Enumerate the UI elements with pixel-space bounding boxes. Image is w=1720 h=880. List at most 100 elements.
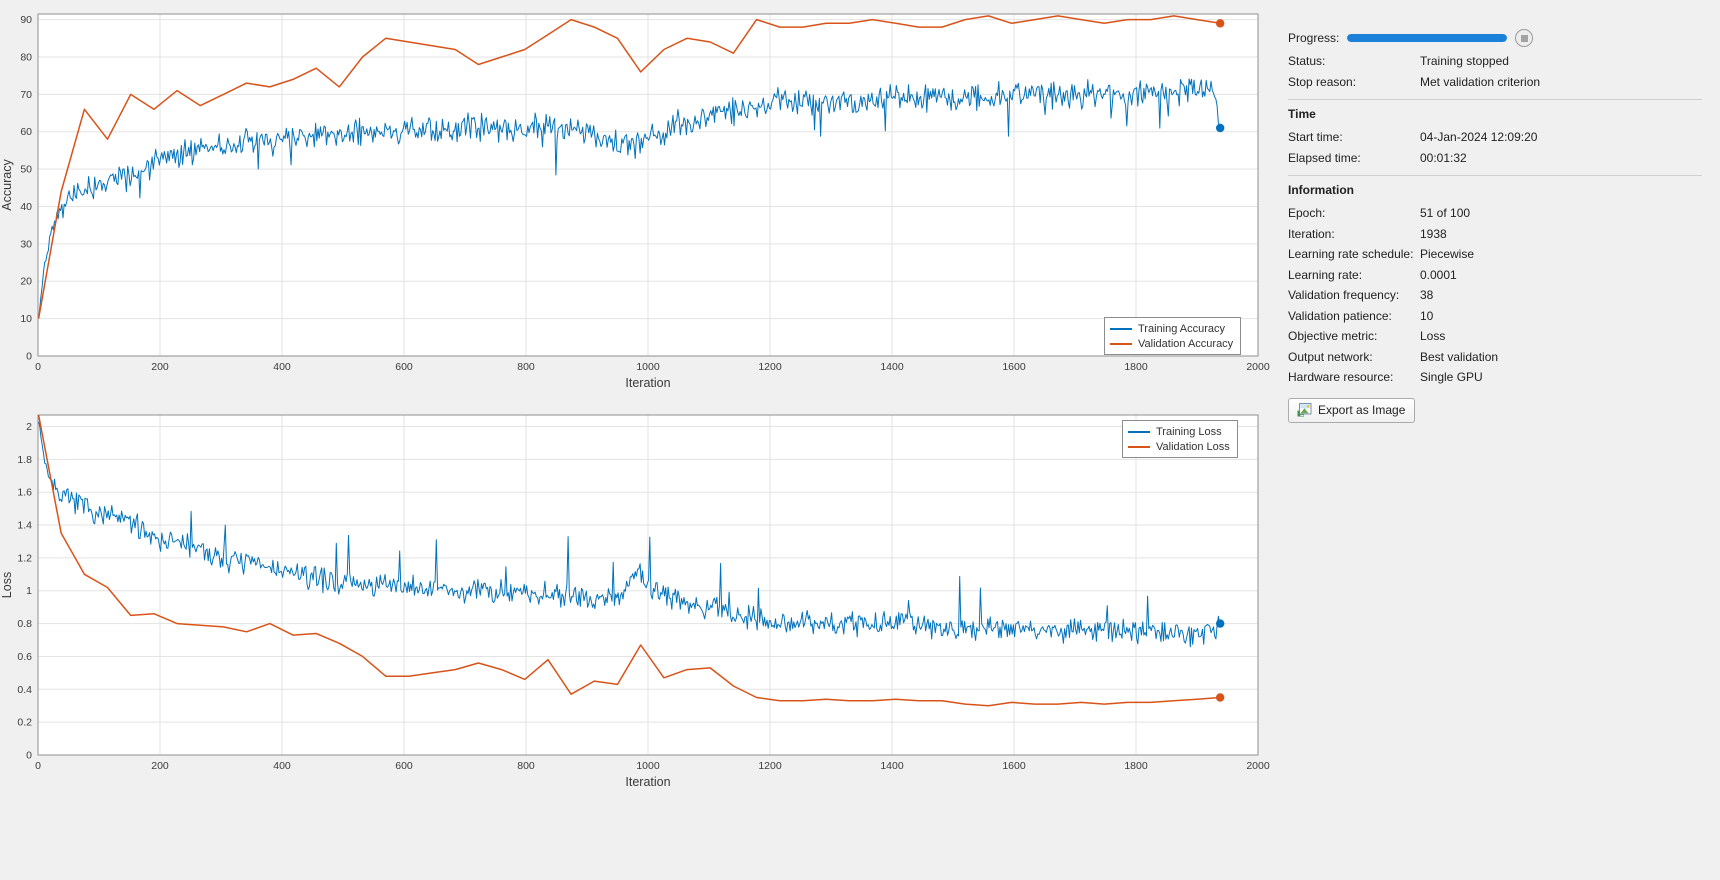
x-tick-label: 600: [395, 760, 413, 772]
x-tick-label: 200: [151, 361, 169, 373]
info-value: 38: [1420, 288, 1434, 303]
y-tick-label: 0.4: [17, 684, 32, 696]
legend-line-sample: [1110, 342, 1132, 345]
time-value: 00:01:32: [1420, 150, 1467, 165]
y-tick-label: 10: [20, 313, 32, 325]
time-label: Start time:: [1288, 130, 1343, 145]
info-value: 51 of 100: [1420, 206, 1471, 221]
export-as-image-button[interactable]: Export as Image: [1288, 397, 1416, 423]
training-accuracy-final-marker: [1215, 123, 1225, 133]
time-row: Elapsed time: 00:01:32: [1288, 148, 1702, 169]
legend-entry-training-loss: Training Loss: [1128, 424, 1230, 439]
loss-legend: Training Loss Validation Loss: [1122, 420, 1238, 458]
info-value: Best validation: [1420, 349, 1499, 364]
x-axis-label: Iteration: [625, 775, 670, 789]
y-tick-label: 0: [26, 351, 32, 363]
validation-loss-final-marker: [1215, 693, 1225, 702]
info-row: Learning rate schedule: Piecewise: [1288, 244, 1702, 265]
stop-button[interactable]: [1515, 29, 1534, 47]
progress-label: Progress:: [1288, 31, 1340, 45]
info-value: Piecewise: [1420, 247, 1475, 262]
x-tick-label: 400: [273, 760, 291, 772]
info-label: Learning rate schedule:: [1288, 247, 1414, 262]
info-value: 10: [1420, 308, 1434, 323]
x-tick-label: 800: [517, 760, 535, 772]
y-tick-label: 0: [26, 750, 32, 762]
y-tick-label: 1.4: [17, 520, 32, 532]
y-tick-label: 50: [20, 164, 32, 176]
legend-label: Training Accuracy: [1138, 322, 1226, 335]
info-row: Output network: Best validation: [1288, 347, 1702, 368]
status-value: Met validation criterion: [1420, 74, 1541, 89]
info-value: 0.0001: [1420, 267, 1457, 282]
legend-entry-validation-accuracy: Validation Accuracy: [1110, 336, 1233, 351]
y-tick-label: 80: [20, 51, 32, 63]
status-row: Status: Training stopped: [1288, 51, 1702, 72]
info-label: Iteration:: [1288, 226, 1335, 241]
y-tick-label: 1.6: [17, 487, 32, 499]
x-tick-label: 1400: [880, 361, 904, 373]
info-label: Epoch:: [1288, 206, 1326, 221]
x-tick-label: 2000: [1246, 361, 1270, 373]
status-rows: Status: Training stopped Stop reason: Met v…: [1288, 51, 1702, 92]
x-tick-label: 0: [35, 361, 41, 373]
info-label: Hardware resource:: [1288, 370, 1394, 385]
time-section-title: Time: [1288, 107, 1316, 121]
progress-bar-fill: [1347, 34, 1508, 42]
x-tick-label: 1400: [880, 760, 904, 772]
axes-box: [37, 13, 1259, 357]
x-tick-label: 1200: [758, 361, 782, 373]
loss-chart: 0 200 400 600 800 1000 1200 1400 1600 1800 2000 0 0.…: [0, 414, 1270, 789]
info-value: Loss: [1420, 329, 1446, 344]
info-label: Objective metric:: [1288, 329, 1378, 344]
divider: [1288, 99, 1702, 100]
y-tick-label: 0.8: [17, 618, 32, 630]
legend-entry-validation-loss: Validation Loss: [1128, 439, 1230, 454]
info-row: Epoch: 51 of 100: [1288, 203, 1702, 224]
info-value: Single GPU: [1420, 370, 1483, 385]
charts-area: 0 200 400 600 800 1000 1200 1400 1600 1800 2000 0 10…: [0, 13, 1270, 789]
legend-label: Validation Accuracy: [1138, 337, 1234, 350]
divider: [1288, 175, 1702, 176]
progress-row: Progress:: [1288, 26, 1702, 50]
info-label: Validation patience:: [1288, 308, 1392, 323]
y-tick-label: 40: [20, 201, 32, 213]
info-row: Hardware resource: Single GPU: [1288, 367, 1702, 388]
y-axis-label: Loss: [0, 572, 14, 598]
x-tick-label: 800: [517, 361, 535, 373]
y-tick-label: 30: [20, 238, 32, 250]
y-tick-label: 1.8: [17, 454, 32, 466]
info-row: Learning rate: 0.0001: [1288, 265, 1702, 286]
status-value: Training stopped: [1420, 54, 1509, 69]
y-tick-label: 90: [20, 14, 32, 26]
y-tick-label: 60: [20, 126, 32, 138]
legend-label: Validation Loss: [1156, 440, 1230, 453]
info-value: 1938: [1420, 226, 1447, 241]
info-label: Validation frequency:: [1288, 288, 1400, 303]
y-tick-label: 1.2: [17, 552, 32, 564]
y-tick-label: 20: [20, 276, 32, 288]
x-axis-label: Iteration: [625, 376, 670, 390]
stop-icon: [1520, 34, 1528, 42]
time-row: Start time: 04-Jan-2024 12:09:20: [1288, 127, 1702, 148]
legend-line-sample: [1128, 445, 1150, 448]
legend-line-sample: [1110, 327, 1132, 330]
x-tick-label: 0: [35, 760, 41, 772]
accuracy-legend: Training Accuracy Validation Accuracy: [1104, 317, 1242, 355]
time-rows: Start time: 04-Jan-2024 12:09:20 Elapsed t…: [1288, 127, 1702, 168]
status-row: Stop reason: Met validation criterion: [1288, 72, 1702, 93]
export-button-label: Export as Image: [1318, 402, 1406, 417]
info-label: Output network:: [1288, 349, 1373, 364]
axes-box: [37, 414, 1259, 756]
y-axis-label: Accuracy: [0, 159, 14, 211]
time-label: Elapsed time:: [1288, 150, 1361, 165]
status-label: Status:: [1288, 54, 1326, 69]
x-tick-label: 1200: [758, 760, 782, 772]
information-section-title: Information: [1288, 183, 1354, 197]
x-tick-label: 1800: [1124, 361, 1148, 373]
y-tick-label: 2: [26, 421, 32, 433]
progress-bar: [1347, 34, 1508, 42]
training-loss-final-marker: [1215, 619, 1225, 628]
y-tick-label: 0.2: [17, 717, 32, 729]
x-tick-label: 2000: [1246, 760, 1270, 772]
